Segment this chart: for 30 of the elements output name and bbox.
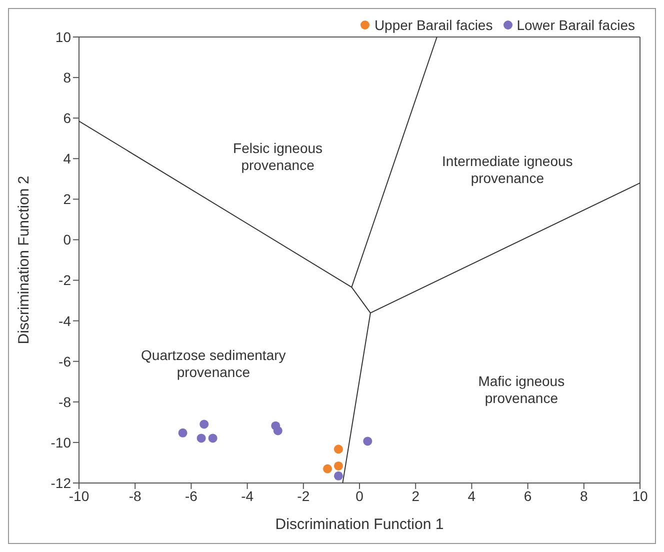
y-tick-label: 10 [55,28,72,45]
y-tick-label: -12 [50,474,72,491]
x-tick-label: 8 [580,488,588,504]
y-tick-label: 6 [63,110,72,126]
y-tick-label: 2 [63,191,72,208]
annotation: Intermediate igneous provenance [442,153,573,186]
y-tick-label: 8 [63,70,72,86]
annotation: Mafic igneous provenance [478,373,565,406]
y-tick-label: 4 [63,150,72,167]
legend-label: Lower Barail facies [516,17,635,33]
y-tick-label: -6 [58,353,72,370]
y-tick-label: -2 [58,272,72,288]
x-tick-label: -6 [184,488,198,504]
x-tick-label: -4 [241,488,254,504]
x-axis-title: Discrimination Function 1 [275,516,444,533]
x-tick-label: 10 [632,488,648,504]
annotation: Felsic igneous provenance [233,140,323,173]
y-tick-label: -4 [58,312,72,329]
x-tick-label: 0 [356,488,364,504]
x-tick-label: 6 [524,488,532,504]
y-tick-label: 0 [63,232,72,248]
legend-label: Upper Barail facies [373,17,493,33]
x-tick-label: 2 [412,488,420,504]
x-tick-label: -2 [297,488,310,504]
annotation: Quartzose sedimentary provenance [141,346,286,380]
x-tick-label: 4 [468,488,476,504]
y-axis-title: Discrimination Function 2 [15,176,32,344]
y-tick-label: -10 [50,434,72,450]
y-tick-label: -8 [58,394,72,410]
x-tick-label: -8 [128,488,142,504]
